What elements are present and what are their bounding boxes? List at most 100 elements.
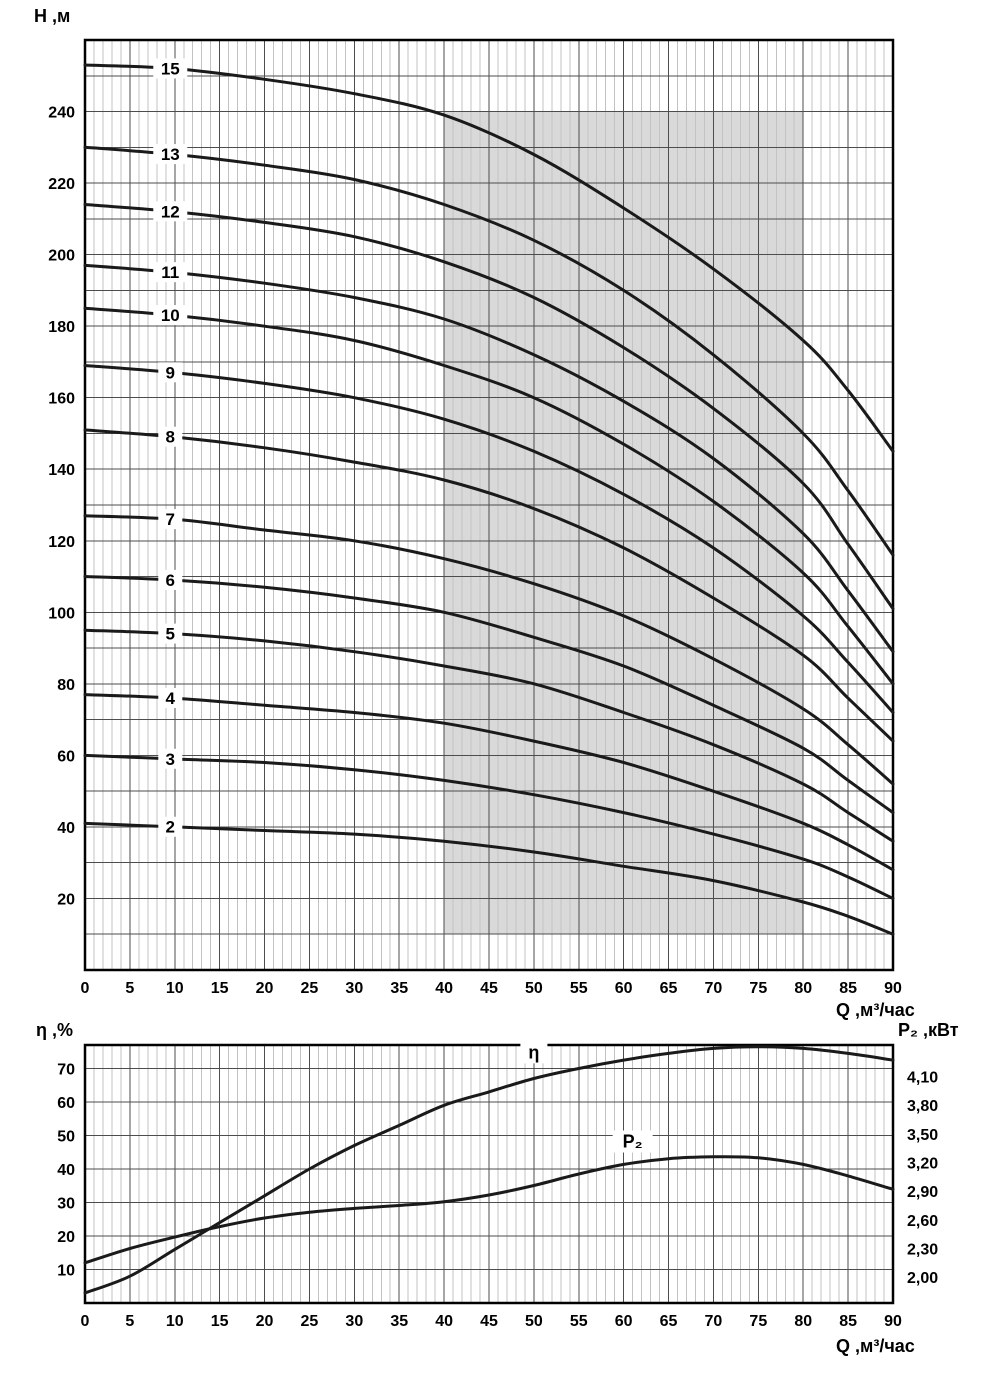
power-tick-label: 3,50 bbox=[907, 1127, 938, 1144]
bottom-x-tick-label: 30 bbox=[345, 1313, 363, 1330]
curve-label-bg bbox=[153, 305, 188, 326]
head-tick-label: 220 bbox=[48, 176, 75, 193]
bottom-x-tick-label: 80 bbox=[794, 1313, 812, 1330]
stage-curve-label: 13 bbox=[161, 145, 180, 164]
bottom-x-tick-label: 45 bbox=[480, 1313, 498, 1330]
head-axis-label: H ,м bbox=[34, 6, 71, 26]
top-x-tick-label: 40 bbox=[435, 980, 453, 997]
stage-curve-label: 2 bbox=[166, 818, 175, 837]
head-tick-label: 80 bbox=[57, 677, 75, 694]
bottom-x-tick-label: 65 bbox=[660, 1313, 678, 1330]
top-x-tick-label: 0 bbox=[81, 980, 90, 997]
curve-label-bg bbox=[158, 816, 183, 837]
top-x-tick-label: 35 bbox=[390, 980, 408, 997]
curve-label-bg bbox=[158, 362, 183, 383]
stage-curve-6 bbox=[83, 575, 895, 815]
efficiency-tick-label: 10 bbox=[57, 1262, 75, 1279]
stage-curve-label: 7 bbox=[166, 510, 175, 529]
efficiency-tick-label: 70 bbox=[57, 1061, 75, 1078]
stage-curve-3 bbox=[83, 753, 895, 900]
bottom-x-tick-label: 5 bbox=[125, 1313, 134, 1330]
curve-label-bg bbox=[158, 569, 183, 590]
head-tick-label: 160 bbox=[48, 391, 75, 408]
stage-curve-15 bbox=[83, 63, 895, 453]
bottom-x-tick-label: 50 bbox=[525, 1313, 543, 1330]
efficiency-tick-label: 60 bbox=[57, 1095, 75, 1112]
top-x-tick-label: 10 bbox=[166, 980, 184, 997]
curve-label-bg bbox=[158, 748, 183, 769]
stage-curve-label: 6 bbox=[166, 571, 175, 590]
curve-label-bg bbox=[153, 58, 188, 79]
curve-label-bg bbox=[153, 262, 188, 283]
stage-curve-label: 15 bbox=[161, 59, 180, 78]
bottom-x-tick-label: 20 bbox=[256, 1313, 274, 1330]
power-tick-label: 2,00 bbox=[907, 1270, 938, 1287]
efficiency-tick-label: 20 bbox=[57, 1229, 75, 1246]
stage-curve-label: 10 bbox=[161, 306, 180, 325]
top-x-tick-label: 90 bbox=[884, 980, 902, 997]
bottom-x-tick-label: 75 bbox=[749, 1313, 767, 1330]
power-tick-label: 3,20 bbox=[907, 1156, 938, 1173]
power-curve bbox=[83, 1155, 895, 1265]
stage-curve-10 bbox=[83, 306, 895, 686]
efficiency-tick-label: 50 bbox=[57, 1128, 75, 1145]
top-x-tick-label: 50 bbox=[525, 980, 543, 997]
power-tick-label: 2,30 bbox=[907, 1242, 938, 1259]
bottom-x-tick-label: 15 bbox=[211, 1313, 229, 1330]
efficiency-curve bbox=[83, 1045, 895, 1295]
top-x-tick-label: 5 bbox=[125, 980, 134, 997]
head-tick-label: 180 bbox=[48, 319, 75, 336]
head-tick-label: 240 bbox=[48, 105, 75, 122]
stage-curve-9 bbox=[83, 364, 895, 714]
top-x-tick-label: 85 bbox=[839, 980, 857, 997]
stage-curve-13 bbox=[83, 145, 895, 557]
top-x-tick-label: 70 bbox=[705, 980, 723, 997]
power-curve-label: P₂ bbox=[623, 1132, 643, 1152]
stage-curve-label: 5 bbox=[166, 625, 175, 644]
top-x-tick-label: 80 bbox=[794, 980, 812, 997]
efficiency-curve-label: η bbox=[528, 1042, 539, 1062]
bottom-x-tick-label: 40 bbox=[435, 1313, 453, 1330]
stage-curve-label: 8 bbox=[166, 428, 175, 447]
curve-label-bg bbox=[612, 1130, 653, 1153]
top-x-tick-label: 45 bbox=[480, 980, 498, 997]
efficiency-tick-label: 40 bbox=[57, 1162, 75, 1179]
power-tick-label: 2,60 bbox=[907, 1213, 938, 1230]
top-x-tick-label: 25 bbox=[301, 980, 319, 997]
top-x-tick-label: 20 bbox=[256, 980, 274, 997]
head-tick-label: 60 bbox=[57, 748, 75, 765]
bottom-x-tick-label: 55 bbox=[570, 1313, 588, 1330]
stage-curve-5 bbox=[83, 628, 895, 843]
top-x-tick-label: 55 bbox=[570, 980, 588, 997]
power-tick-label: 2,90 bbox=[907, 1184, 938, 1201]
efficiency-power-chart: η P₂ bbox=[83, 1041, 895, 1305]
stage-curve-label: 3 bbox=[166, 750, 175, 769]
top-x-tick-label: 75 bbox=[749, 980, 767, 997]
top-x-tick-label: 15 bbox=[211, 980, 229, 997]
flow-axis-label-bottom: Q ,м³/час bbox=[836, 1336, 915, 1356]
efficiency-tick-label: 30 bbox=[57, 1195, 75, 1212]
curve-label-bg bbox=[520, 1041, 548, 1064]
stage-curve-7 bbox=[83, 514, 895, 786]
curve-label-bg bbox=[158, 687, 183, 708]
head-tick-label: 200 bbox=[48, 248, 75, 265]
stage-curve-2 bbox=[83, 821, 895, 936]
bottom-x-tick-label: 85 bbox=[839, 1313, 857, 1330]
bottom-x-tick-label: 70 bbox=[705, 1313, 723, 1330]
head-tick-label: 40 bbox=[57, 820, 75, 837]
stage-curve-4 bbox=[83, 693, 895, 872]
top-x-tick-label: 30 bbox=[345, 980, 363, 997]
stage-curve-label: 12 bbox=[161, 202, 180, 221]
curve-label-bg bbox=[158, 509, 183, 530]
head-flow-chart: 15 13 12 11 10 9 8 7 6 5 4 3 2 bbox=[83, 38, 895, 972]
top-x-tick-label: 65 bbox=[660, 980, 678, 997]
flow-axis-label-top: Q ,м³/час bbox=[836, 1000, 915, 1020]
stage-curve-label: 4 bbox=[166, 689, 176, 708]
stage-curve-8 bbox=[83, 428, 895, 743]
stage-curve-12 bbox=[83, 203, 895, 611]
curve-label-bg bbox=[153, 144, 188, 165]
power-tick-label: 3,80 bbox=[907, 1098, 938, 1115]
bottom-x-tick-label: 10 bbox=[166, 1313, 184, 1330]
